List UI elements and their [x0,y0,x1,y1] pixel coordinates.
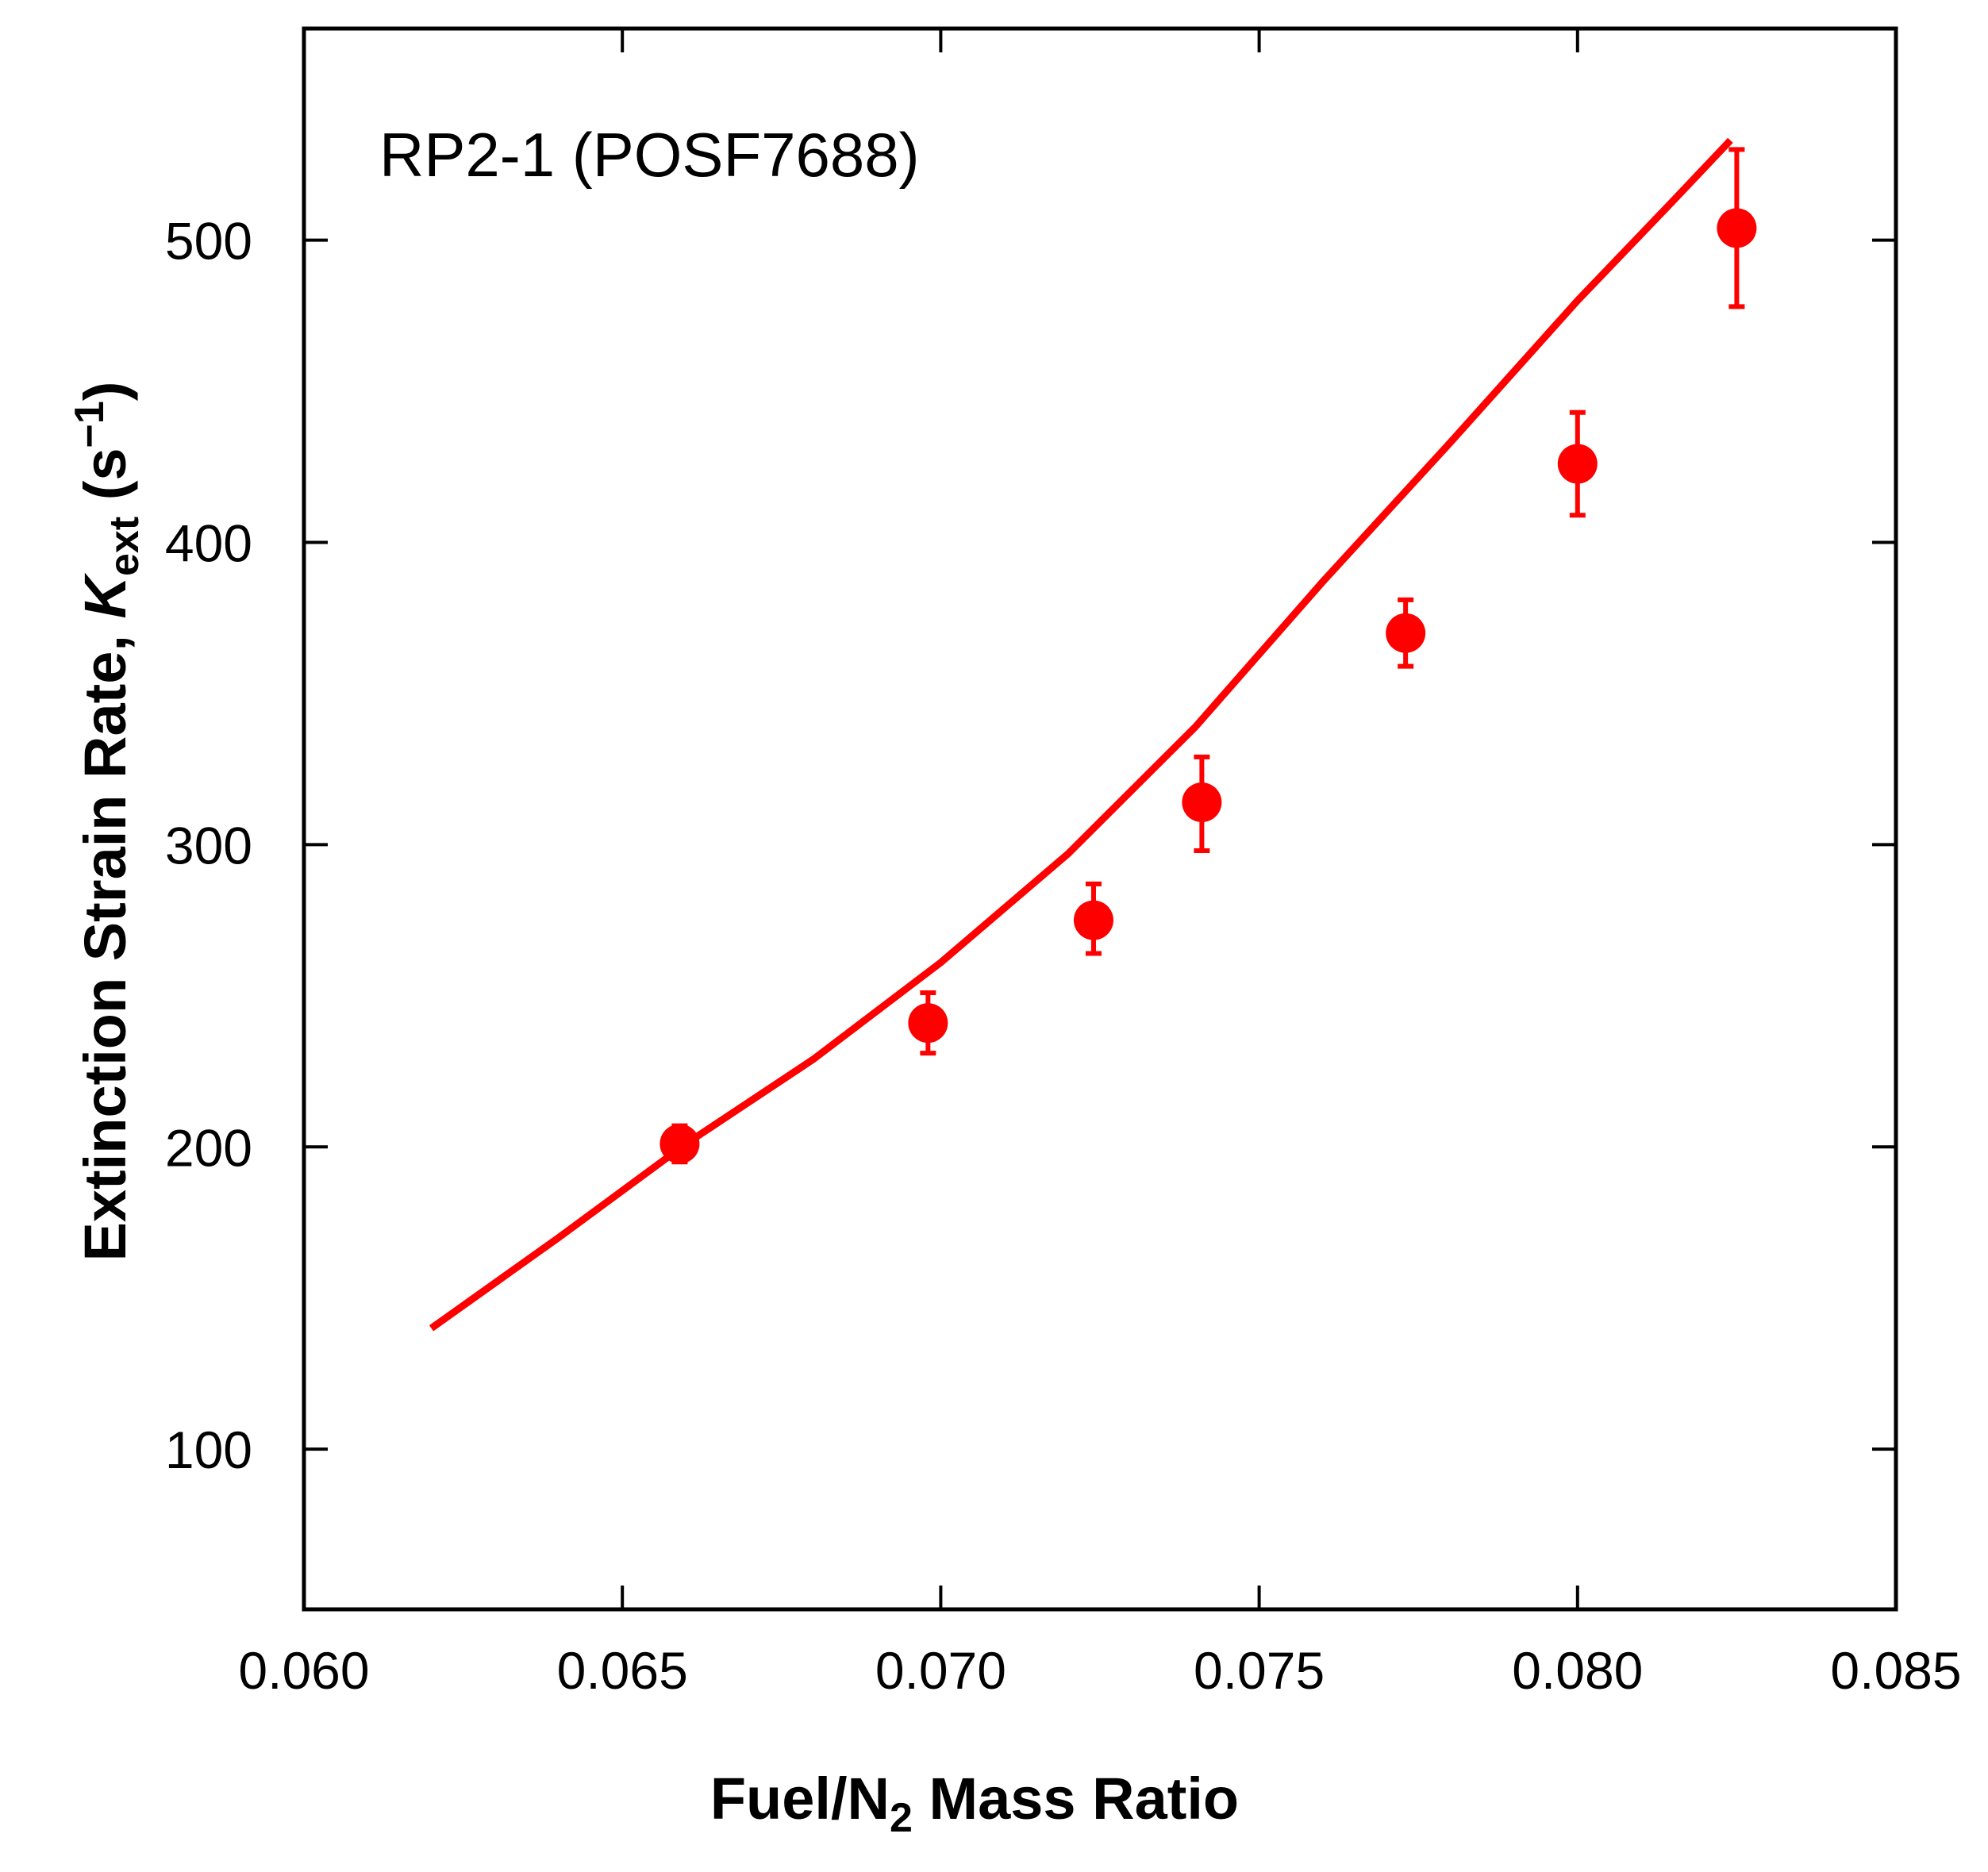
x-tick-labels: 0.060 0.065 0.070 0.075 0.080 0.085 [238,1641,1961,1700]
data-point [1386,597,1426,669]
data-point [1557,409,1598,518]
x-tick-label: 0.065 [557,1641,688,1700]
y-tick-label: 200 [165,1118,252,1177]
y-tick-label: 500 [165,212,252,271]
model-line [429,137,1733,1332]
data-marker [1073,900,1113,940]
ticks [302,29,1898,1609]
data-marker [1717,208,1757,248]
data-marker [1386,613,1426,653]
data-marker [1182,782,1222,823]
x-tick-label: 0.070 [875,1641,1006,1700]
x-axis-title: Fuel/N2 Mass Ratio [710,1766,1239,1841]
y-axis-title: Extinction Strain Rate, Kext (s−1) [67,382,148,1262]
y-tick-label: 100 [165,1420,252,1479]
plot-frame [302,26,1898,1612]
chart-annotation: RP2-1 (POSF7688) [379,120,920,190]
data-point [908,990,948,1056]
data-marker [908,1003,948,1044]
experimental-points [659,147,1757,1165]
data-marker [659,1124,700,1164]
x-tick-label: 0.060 [238,1641,369,1700]
y-tick-label: 400 [165,513,252,572]
x-tick-label: 0.075 [1194,1641,1325,1700]
data-marker [1557,444,1598,484]
data-point [1073,881,1113,956]
data-point [659,1123,700,1165]
x-tick-label: 0.085 [1830,1641,1961,1700]
y-tick-labels: 100 200 300 400 500 [165,212,252,1480]
x-tick-label: 0.080 [1512,1641,1643,1700]
data-point [1717,147,1757,309]
y-tick-label: 300 [165,816,252,874]
data-point [1182,754,1222,853]
